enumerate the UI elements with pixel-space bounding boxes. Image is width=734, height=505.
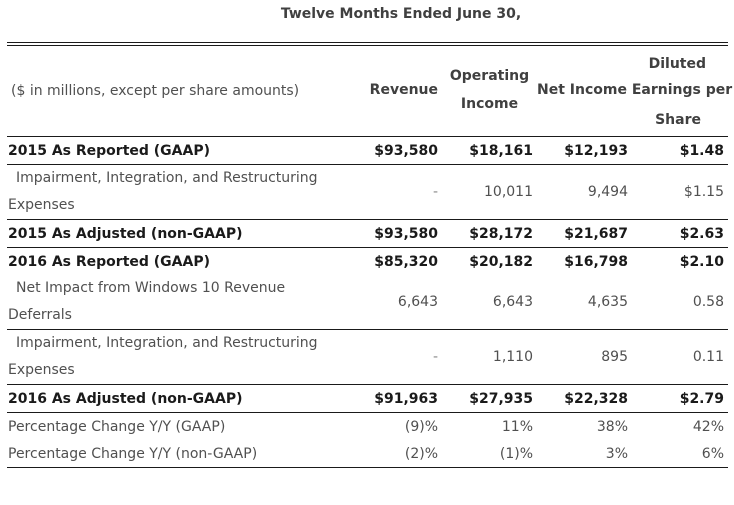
header-eps-line1: Diluted bbox=[648, 56, 706, 72]
header-revenue: Revenue bbox=[347, 42, 442, 137]
row-label-line2: Deferrals bbox=[8, 307, 72, 323]
financial-reconciliation-table: ($ in millions, except per share amounts… bbox=[7, 42, 732, 468]
cell-net-income: 9,494 bbox=[537, 164, 632, 220]
cell-revenue: $85,320 bbox=[374, 253, 438, 270]
table-row: Percentage Change Y/Y (non-GAAP) (2)% (1… bbox=[7, 440, 728, 468]
cell-revenue: (2)% bbox=[347, 440, 442, 468]
row-label: 2015 As Adjusted (non-GAAP) bbox=[7, 219, 347, 248]
table-row: 2015 As Reported (GAAP) $93,580 $18,161 … bbox=[7, 136, 728, 165]
row-label-line1: Net Impact from Windows 10 Revenue bbox=[16, 280, 286, 296]
row-label: Impairment, Integration, and Restructuri… bbox=[7, 329, 347, 385]
row-label: Impairment, Integration, and Restructuri… bbox=[7, 164, 347, 220]
cell-eps: 42% bbox=[692, 418, 724, 435]
row-label-line1: Impairment, Integration, and Restructuri… bbox=[16, 335, 318, 351]
table-row: Impairment, Integration, and Restructuri… bbox=[7, 329, 728, 385]
cell-operating-income: 10,011 bbox=[442, 164, 537, 220]
cell-eps: 6% bbox=[632, 440, 728, 468]
row-label-line1: Impairment, Integration, and Restructuri… bbox=[16, 170, 318, 186]
cell-operating-income: $20,182 bbox=[469, 253, 533, 270]
cell-operating-income: 1,110 bbox=[442, 329, 537, 385]
cell-net-income: 895 bbox=[537, 329, 632, 385]
cell-operating-income: (1)% bbox=[442, 440, 537, 468]
cell-eps: $2.79 bbox=[632, 384, 728, 413]
cell-revenue: $91,963 bbox=[347, 384, 442, 413]
cell-net-income: $22,328 bbox=[537, 384, 632, 413]
header-net-income: Net Income Earnings per bbox=[537, 42, 732, 137]
cell-revenue: (9)% bbox=[404, 418, 438, 435]
cell-operating-income: $27,935 bbox=[442, 384, 537, 413]
row-label-line2: Expenses bbox=[8, 362, 75, 378]
cell-net-income: $12,193 bbox=[537, 136, 632, 165]
cell-net-income: $16,798 bbox=[564, 253, 628, 270]
cell-eps: $2.63 bbox=[632, 219, 728, 248]
header-operating-line2: Income bbox=[460, 96, 519, 112]
table-row: Net Impact from Windows 10 Revenue Defer… bbox=[7, 275, 728, 330]
cell-revenue: 6,643 bbox=[347, 275, 442, 330]
row-label: 2015 As Reported (GAAP) bbox=[7, 136, 347, 165]
row-label: Net Impact from Windows 10 Revenue Defer… bbox=[7, 275, 347, 330]
cell-revenue: $93,580 bbox=[347, 136, 442, 165]
header-eps-line3: Share bbox=[655, 112, 701, 128]
header-row: ($ in millions, except per share amounts… bbox=[7, 42, 732, 137]
row-label: 2016 As Reported (GAAP) bbox=[8, 253, 211, 270]
cell-eps: $1.15 bbox=[632, 164, 728, 220]
cell-revenue: - bbox=[347, 164, 442, 220]
header-operating-line1: Operating bbox=[449, 68, 530, 84]
row-label: Percentage Change Y/Y (GAAP) bbox=[8, 418, 226, 435]
cell-net-income: 3% bbox=[537, 440, 632, 468]
header-diluted-eps: Diluted Share bbox=[632, 42, 728, 137]
header-net-income-line: Net Income Earnings per bbox=[537, 82, 733, 98]
cell-revenue: - bbox=[347, 329, 442, 385]
header-operating-income: Operating Income bbox=[442, 42, 537, 137]
row-label-line2: Expenses bbox=[8, 197, 75, 213]
cell-eps: 0.11 bbox=[632, 329, 728, 385]
cell-net-income: 38% bbox=[596, 418, 628, 435]
cell-operating-income: $18,161 bbox=[442, 136, 537, 165]
row-label: 2016 As Adjusted (non-GAAP) bbox=[7, 384, 347, 413]
cell-operating-income: 6,643 bbox=[442, 275, 537, 330]
table-row: 2015 As Adjusted (non-GAAP) $93,580 $28,… bbox=[7, 219, 728, 248]
cell-operating-income: 11% bbox=[501, 418, 533, 435]
cell-eps: 0.58 bbox=[632, 275, 728, 330]
cell-eps: $2.10 bbox=[679, 253, 724, 270]
row-label: Percentage Change Y/Y (non-GAAP) bbox=[7, 440, 347, 468]
cell-eps: $1.48 bbox=[632, 136, 728, 165]
cell-net-income: $21,687 bbox=[537, 219, 632, 248]
table-period-title: Twelve Months Ended June 30, bbox=[280, 6, 522, 22]
table-row: 2016 As Reported (GAAP) $85,320 $20,182 … bbox=[7, 248, 728, 276]
table-row: Percentage Change Y/Y (GAAP) (9)% 11% 38… bbox=[7, 413, 728, 441]
table-row: 2016 As Adjusted (non-GAAP) $91,963 $27,… bbox=[7, 384, 728, 413]
cell-operating-income: $28,172 bbox=[442, 219, 537, 248]
table-row: Impairment, Integration, and Restructuri… bbox=[7, 164, 728, 220]
cell-revenue: $93,580 bbox=[347, 219, 442, 248]
header-label: ($ in millions, except per share amounts… bbox=[7, 42, 347, 137]
cell-net-income: 4,635 bbox=[537, 275, 632, 330]
